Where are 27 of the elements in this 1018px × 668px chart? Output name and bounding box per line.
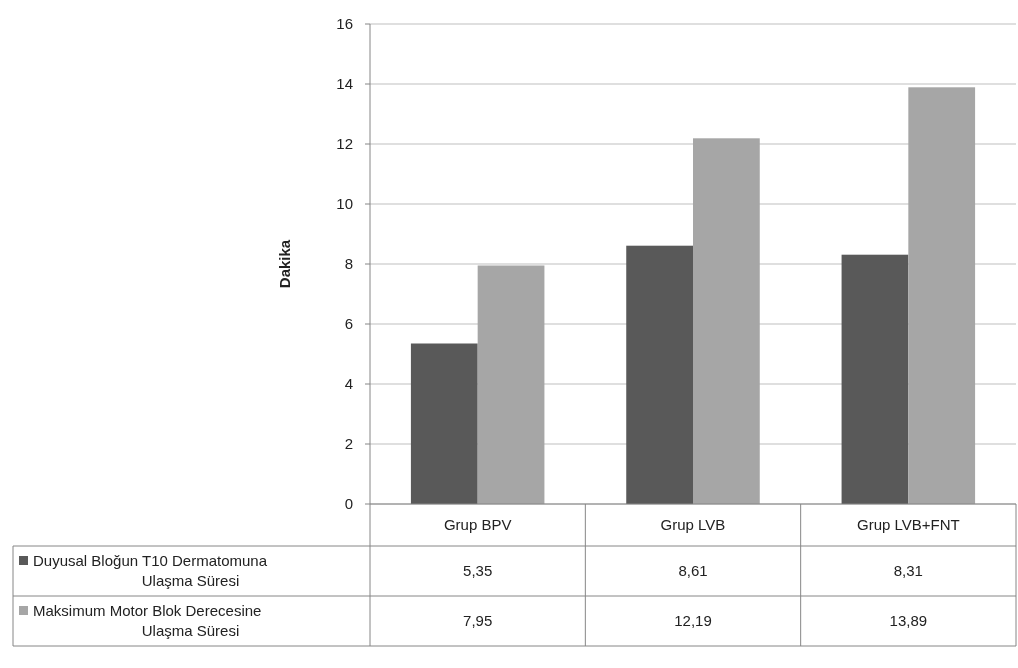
data-label: 5,35 bbox=[463, 562, 493, 580]
y-tick-label: 2 bbox=[344, 435, 353, 453]
data-label: 8,31 bbox=[893, 562, 923, 580]
x-tick-label: Grup LVB bbox=[660, 516, 726, 534]
y-tick-label: 4 bbox=[344, 375, 353, 393]
data-label: 8,61 bbox=[678, 562, 708, 580]
y-tick-label: 16 bbox=[336, 15, 353, 33]
data-label: 12,19 bbox=[674, 612, 712, 630]
y-tick-label: 14 bbox=[336, 75, 353, 93]
bar bbox=[626, 245, 693, 504]
y-tick-label: 12 bbox=[336, 135, 353, 153]
bar bbox=[841, 254, 909, 504]
y-tick-label: 10 bbox=[336, 195, 353, 213]
bar bbox=[908, 87, 976, 504]
y-tick-label: 6 bbox=[344, 315, 353, 333]
legend-label: Maksimum Motor Blok Derecesine Ulaşma Süresi bbox=[33, 602, 262, 640]
x-tick-label: Grup BPV bbox=[443, 516, 512, 534]
x-tick-label: Grup LVB+FNT bbox=[857, 516, 960, 534]
y-tick-label: 0 bbox=[344, 495, 353, 513]
y-tick-label: 8 bbox=[344, 255, 353, 273]
legend-label: Duyusal Bloğun T10 Dermatomuna Ulaşma Süresi bbox=[33, 552, 268, 590]
bar bbox=[410, 343, 478, 504]
bar bbox=[693, 138, 760, 504]
data-label: 13,89 bbox=[889, 612, 928, 630]
bar bbox=[477, 265, 545, 504]
data-label: 7,95 bbox=[463, 612, 493, 630]
y-axis-title: Dakika bbox=[276, 239, 293, 289]
